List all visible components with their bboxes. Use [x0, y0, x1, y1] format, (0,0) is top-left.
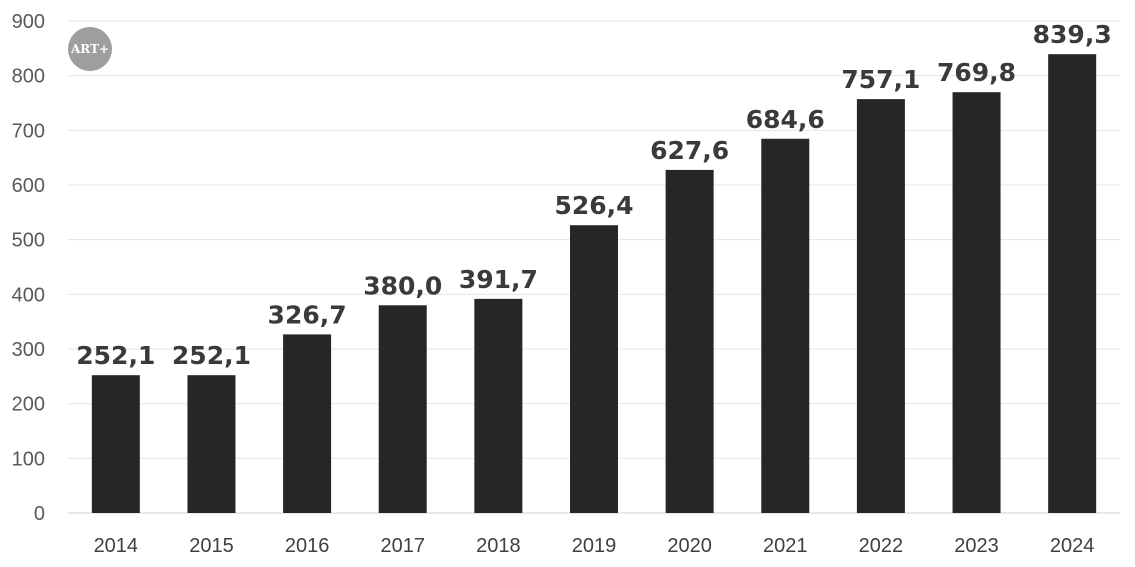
bar-2017	[378, 305, 427, 513]
x-tick-label-2021: 2021	[763, 535, 808, 557]
logo-badge	[68, 27, 112, 71]
data-label-2022: 757,1	[841, 65, 920, 94]
bar-2014	[91, 375, 140, 513]
y-tick-label: 0	[34, 503, 45, 525]
data-label-2018: 391,7	[459, 265, 538, 294]
data-labels: 252,1 252,1 326,7 380,0 391,7 526,4 627,6 684,6…	[76, 20, 1111, 370]
data-label-2021: 684,6	[746, 105, 825, 134]
y-tick-label: 800	[12, 66, 45, 88]
bar-2019	[570, 225, 618, 513]
data-label-2016: 326,7	[268, 300, 347, 329]
x-tick-label-2024: 2024	[1050, 535, 1095, 557]
bar-2015	[187, 375, 236, 513]
y-tick-label: 400	[12, 284, 45, 306]
x-tick-label-2018: 2018	[476, 535, 521, 557]
y-axis: 0 100 200 300 400 500 600 700 800 900	[12, 11, 45, 525]
art-plus-logo: ART+	[68, 27, 112, 71]
bar-2020	[665, 169, 714, 514]
x-tick-label-2022: 2022	[859, 535, 904, 557]
x-tick-label-2023: 2023	[954, 535, 999, 557]
y-tick-label: 200	[12, 394, 45, 416]
data-label-2015: 252,1	[172, 341, 251, 370]
bar-2023	[952, 92, 1001, 514]
y-tick-label: 700	[12, 120, 45, 142]
data-label-2023: 769,8	[937, 58, 1016, 87]
bar-2022	[856, 99, 905, 514]
x-tick-label-2016: 2016	[285, 535, 330, 557]
x-tick-label-2019: 2019	[572, 535, 617, 557]
bar-2016	[283, 334, 332, 513]
x-axis: 2014 2015 2016 2017 2018 2019 2020 2021 2022 2023…	[94, 535, 1095, 557]
logo-text: ART+	[70, 42, 109, 56]
x-tick-label-2020: 2020	[667, 535, 712, 557]
y-tick-label: 900	[12, 11, 45, 33]
y-tick-label: 500	[12, 230, 45, 252]
y-tick-label: 600	[12, 175, 45, 197]
x-tick-label-2015: 2015	[189, 535, 234, 557]
data-label-2020: 627,6	[650, 136, 729, 165]
y-tick-label: 100	[12, 448, 45, 470]
data-label-2014: 252,1	[76, 341, 155, 370]
bar-2018	[474, 298, 523, 513]
data-label-2024: 839,3	[1033, 20, 1112, 49]
bar-2024	[1048, 54, 1097, 513]
bars	[91, 54, 1097, 514]
x-tick-label-2017: 2017	[380, 535, 425, 557]
bar-2021	[761, 138, 810, 513]
x-tick-label-2014: 2014	[94, 535, 139, 557]
data-label-2019: 526,4	[554, 191, 633, 220]
y-tick-label: 300	[12, 339, 45, 361]
data-label-2017: 380,0	[363, 271, 442, 300]
